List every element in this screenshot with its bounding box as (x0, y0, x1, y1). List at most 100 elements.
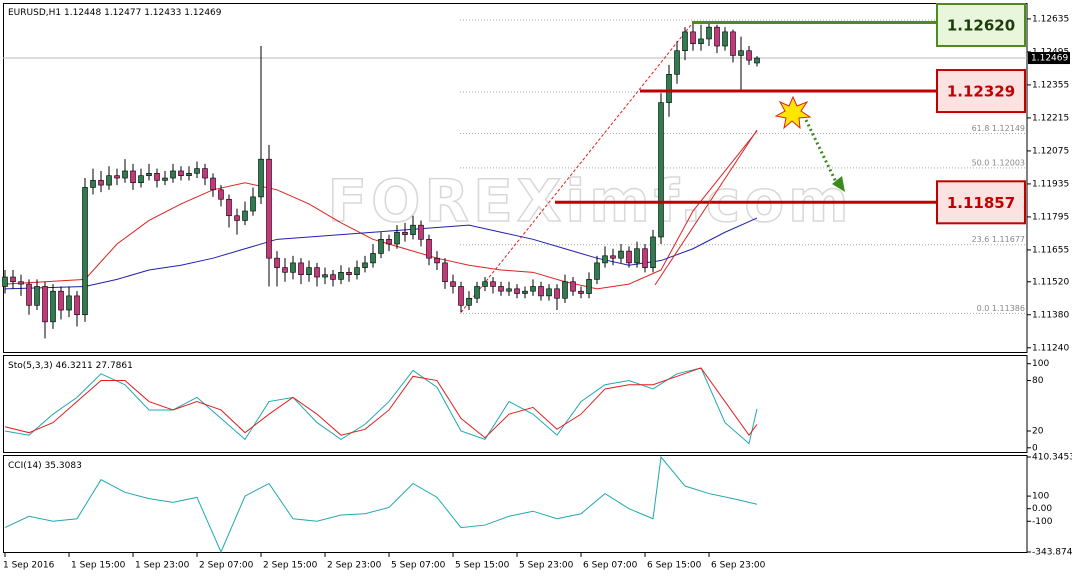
level-label: 1.11857 (947, 194, 1015, 212)
y-tick-label: 1.12075 (1032, 146, 1069, 156)
candle-body (498, 286, 504, 292)
candle-body (322, 274, 328, 278)
candle-body (410, 224, 416, 235)
candle-body (74, 295, 80, 316)
candle-body (490, 281, 496, 287)
indicator-header: CCI(14) 35.3083 (8, 461, 82, 471)
x-tick-label: 6 Sep 07:00 (583, 561, 638, 571)
candle-body (650, 236, 656, 268)
candle-body (746, 50, 752, 61)
candle-body (682, 31, 688, 52)
candle-body (386, 239, 392, 245)
candle-body (282, 267, 288, 273)
candle-body (26, 283, 32, 306)
candle-body (186, 173, 192, 176)
candle-body (594, 262, 600, 280)
candle-body (722, 31, 728, 47)
candle-body (666, 74, 672, 103)
candle-body (314, 267, 320, 278)
candle-body (362, 262, 368, 268)
candle-body (586, 279, 592, 294)
candle-body (234, 215, 240, 221)
candle-body (10, 276, 16, 283)
candle-body (570, 281, 576, 292)
symbol: EURUSD,H1 (8, 8, 61, 18)
y-tick-label: 0 (1032, 443, 1038, 453)
candle-body (378, 239, 384, 254)
indicator-line (4, 455, 758, 554)
y-tick-label: 80 (1032, 376, 1044, 386)
y-tick-label: 1.12215 (1032, 113, 1069, 123)
candle-body (754, 57, 760, 64)
candle-body (698, 38, 704, 44)
candle-body (610, 255, 616, 259)
panel-frame (3, 355, 1028, 453)
ohlc-value: 1.12477 (104, 8, 141, 18)
candle-body (554, 288, 560, 299)
candle-body (642, 248, 648, 268)
chart-header: EURUSD,H1 1.12448 1.12477 1.12433 1.1246… (8, 8, 222, 18)
candle-body (634, 248, 640, 264)
indicator-value: 46.3211 (56, 361, 93, 371)
candle-body (738, 50, 744, 56)
fib-label: 61.8 1.12149 (972, 124, 1025, 133)
candle-body (402, 231, 408, 235)
x-tick-label: 2 Sep 23:00 (327, 561, 382, 571)
candle-body (538, 286, 544, 297)
candle-body (18, 281, 24, 285)
candle-body (426, 239, 432, 259)
candle-body (354, 267, 360, 275)
candle-body (530, 286, 536, 292)
fib-trendline (460, 22, 694, 313)
candle-body (242, 210, 248, 221)
y-tick-label: 1.12355 (1032, 80, 1069, 90)
x-tick-label: 5 Sep 07:00 (391, 561, 446, 571)
forecast-arrowhead (832, 176, 845, 192)
price-box (1028, 52, 1070, 65)
candle-body (450, 281, 456, 287)
candle-body (466, 297, 472, 306)
candle-body (298, 262, 304, 275)
candle-body (370, 253, 376, 264)
x-tick-label: 1 Sep 23:00 (135, 561, 190, 571)
candle-body (66, 295, 72, 311)
candle-body (714, 26, 720, 47)
candle-body (562, 281, 568, 299)
candle-body (226, 198, 232, 217)
candle-body (338, 272, 344, 280)
candle-body (258, 158, 264, 198)
y-tick-label: 100 (1032, 492, 1049, 502)
candle-body (514, 288, 520, 294)
candle-body (730, 31, 736, 56)
candle-body (658, 102, 664, 238)
candle-body (42, 286, 48, 323)
indicator-line (4, 367, 758, 439)
candle-body (114, 175, 120, 179)
x-tick-label: 6 Sep 23:00 (711, 561, 766, 571)
candle-body (162, 177, 168, 181)
x-tick-label: 5 Sep 23:00 (519, 561, 574, 571)
x-tick-label: 2 Sep 07:00 (199, 561, 254, 571)
candle-body (482, 281, 488, 287)
candle-body (194, 168, 200, 174)
level-box (936, 3, 1026, 47)
candle-body (146, 173, 152, 176)
y-tick-label: 1.12635 (1032, 14, 1069, 24)
y-tick-label: -100 (1032, 517, 1053, 527)
x-tick-label: 2 Sep 15:00 (263, 561, 318, 571)
level-label: 1.12329 (947, 83, 1015, 101)
price-box-label: 1.12469 (1031, 54, 1068, 64)
y-tick-label: 410.3453 (1032, 453, 1072, 463)
candle-body (434, 257, 440, 264)
y-tick-label: 1.11380 (1032, 310, 1069, 320)
candle-body (602, 255, 608, 264)
candle-body (178, 170, 184, 176)
candle-body (706, 26, 712, 40)
y-tick-label: 1.11935 (1032, 179, 1069, 189)
ohlc-value: 1.12433 (144, 8, 181, 18)
level-box (936, 180, 1026, 225)
fib-label: 50.0 1.12003 (972, 158, 1025, 167)
